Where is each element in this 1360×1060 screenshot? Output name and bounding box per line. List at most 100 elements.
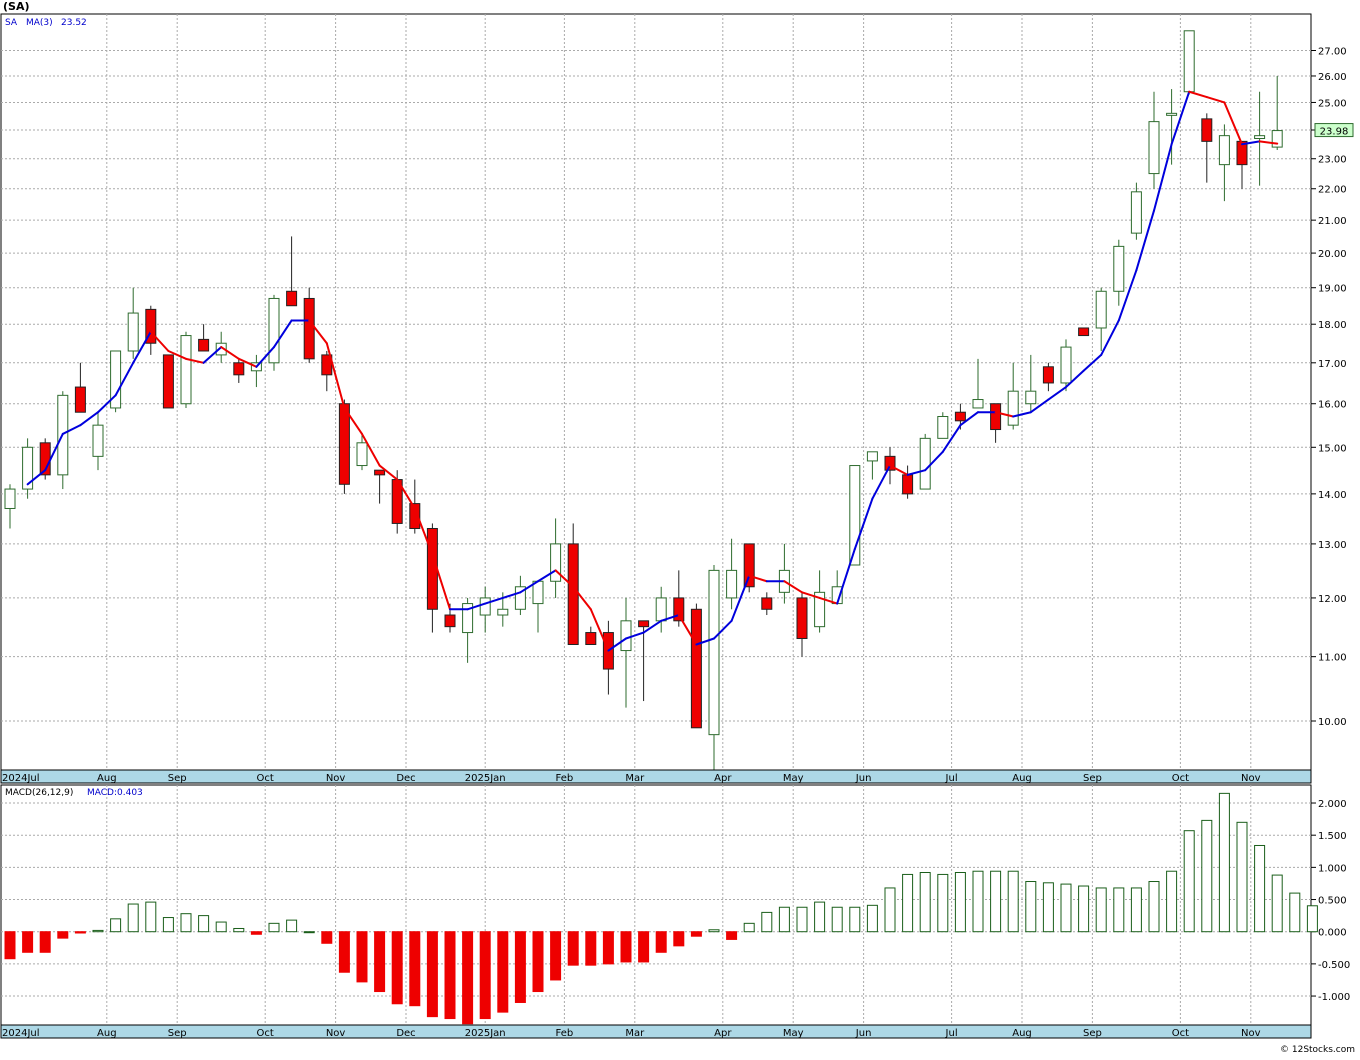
macd-y-tick-label: -0.500 bbox=[1318, 960, 1350, 971]
macd-bar-positive bbox=[1130, 887, 1142, 933]
macd-bar-positive bbox=[1148, 881, 1160, 933]
macd-x-tick-label: Jun bbox=[855, 1028, 872, 1039]
macd-bar-positive bbox=[1271, 874, 1283, 933]
candle-up bbox=[514, 586, 526, 610]
ma-segment bbox=[924, 450, 944, 472]
candle-down bbox=[409, 503, 421, 529]
candle-up bbox=[268, 297, 280, 364]
ma-segment bbox=[871, 464, 891, 500]
ma-segment bbox=[185, 357, 205, 364]
candle-up bbox=[972, 399, 984, 409]
macd-y-tick-label: 0.000 bbox=[1318, 928, 1347, 939]
legend-symbol: SA bbox=[5, 18, 18, 28]
macd-bar-negative bbox=[444, 931, 456, 1020]
macd-bar-positive bbox=[778, 906, 790, 933]
candle-up bbox=[1166, 112, 1178, 116]
candle-up bbox=[655, 597, 667, 622]
macd-bar-positive bbox=[954, 872, 966, 933]
macd-bar-negative bbox=[638, 931, 650, 963]
price-y-tick-label: 13.00 bbox=[1318, 540, 1347, 551]
macd-x-labels: 2024Jul Aug Sep Oct Nov Dec 2025Jan Feb Mar Apr Ma… bbox=[2, 1028, 1261, 1039]
ma-segment bbox=[1047, 386, 1067, 401]
candle-up bbox=[1183, 30, 1195, 93]
ma-segment bbox=[1065, 369, 1085, 389]
macd-bar-positive bbox=[1095, 887, 1107, 933]
ma-segment bbox=[1223, 101, 1243, 146]
ma-segment bbox=[79, 411, 99, 427]
macd-bars bbox=[4, 792, 1318, 1025]
ma-segment bbox=[1170, 90, 1191, 146]
legend-ma-label: MA(3) bbox=[26, 18, 53, 28]
ma-segment bbox=[167, 349, 187, 360]
ma-segment bbox=[730, 574, 751, 622]
candle-up bbox=[1271, 130, 1283, 148]
macd-x-tick-label: Oct bbox=[1172, 1028, 1189, 1039]
candle-down bbox=[374, 469, 386, 476]
ma-segment bbox=[660, 614, 680, 622]
price-x-tick-label: Jul bbox=[945, 773, 958, 784]
ma-segment bbox=[396, 478, 416, 510]
price-x-tick-label: Sep bbox=[168, 773, 187, 784]
macd-bar-negative bbox=[602, 931, 614, 965]
ma-segment bbox=[801, 591, 821, 599]
macd-bar-positive bbox=[814, 901, 826, 933]
macd-bar-negative bbox=[532, 931, 544, 993]
macd-bar-positive bbox=[127, 903, 139, 933]
macd-x-axis-band bbox=[0, 1024, 1312, 1039]
macd-x-tick-label: Dec bbox=[396, 1028, 415, 1039]
ma-segment bbox=[149, 330, 170, 352]
macd-x-tick-label: Apr bbox=[714, 1028, 732, 1039]
ma-segment bbox=[308, 319, 328, 345]
candle-up bbox=[1060, 346, 1072, 384]
macd-bar-positive bbox=[1060, 883, 1072, 933]
macd-bar-positive bbox=[215, 921, 227, 933]
candle-down bbox=[902, 474, 914, 495]
macd-bar-positive bbox=[1007, 870, 1019, 933]
candle-up bbox=[92, 424, 104, 457]
candle-up bbox=[1148, 121, 1160, 175]
macd-x-axis: 2024Jul Aug Sep Oct Nov Dec 2025Jan Feb Mar Apr Ma… bbox=[0, 1024, 1312, 1039]
ma-segment bbox=[906, 469, 927, 476]
candle-up bbox=[866, 451, 878, 462]
candle-down bbox=[1042, 366, 1054, 384]
macd-bar-positive bbox=[743, 922, 755, 933]
candle-up bbox=[1025, 390, 1037, 405]
macd-bar-negative bbox=[620, 931, 632, 963]
ma-segment bbox=[431, 553, 451, 611]
ma-segment bbox=[466, 602, 487, 611]
candle-down bbox=[761, 597, 773, 610]
macd-bar-positive bbox=[110, 918, 122, 933]
price-x-labels: 2024Jul Aug Sep Oct Nov Dec 2025Jan Feb Mar Apr Ma… bbox=[2, 773, 1261, 784]
candle-up bbox=[127, 312, 139, 352]
candle-down bbox=[338, 403, 350, 485]
macd-bar-positive bbox=[1113, 887, 1125, 933]
ma-segment bbox=[220, 346, 240, 360]
candle-down bbox=[145, 308, 157, 344]
price-x-tick-label: Sep bbox=[1083, 773, 1102, 784]
candle-up bbox=[1218, 135, 1230, 166]
ma-segment bbox=[1188, 90, 1208, 99]
candle-up bbox=[1007, 390, 1019, 426]
macd-bar-positive bbox=[198, 915, 210, 933]
macd-bar-negative bbox=[567, 931, 579, 966]
price-x-tick-label: 2025Jan bbox=[465, 773, 506, 784]
macd-y-tick-label: 1.500 bbox=[1318, 831, 1347, 842]
ma-segment bbox=[343, 406, 363, 435]
ma-segment bbox=[413, 507, 434, 556]
macd-bar-positive bbox=[1218, 792, 1230, 933]
ma-segment bbox=[589, 608, 610, 652]
candle-down bbox=[286, 290, 298, 307]
ma-segment bbox=[818, 596, 839, 605]
macd-value-label: MACD:0.403 bbox=[87, 788, 143, 798]
candle-down bbox=[796, 597, 808, 640]
macd-bar-negative bbox=[356, 931, 368, 983]
candle-down bbox=[303, 297, 315, 360]
candle-down bbox=[884, 455, 896, 471]
ma-segment bbox=[1153, 143, 1173, 212]
macd-bar-negative bbox=[391, 931, 403, 1005]
ma-segment bbox=[1205, 96, 1226, 104]
macd-bar-positive bbox=[796, 906, 808, 933]
candle-up bbox=[462, 603, 474, 634]
